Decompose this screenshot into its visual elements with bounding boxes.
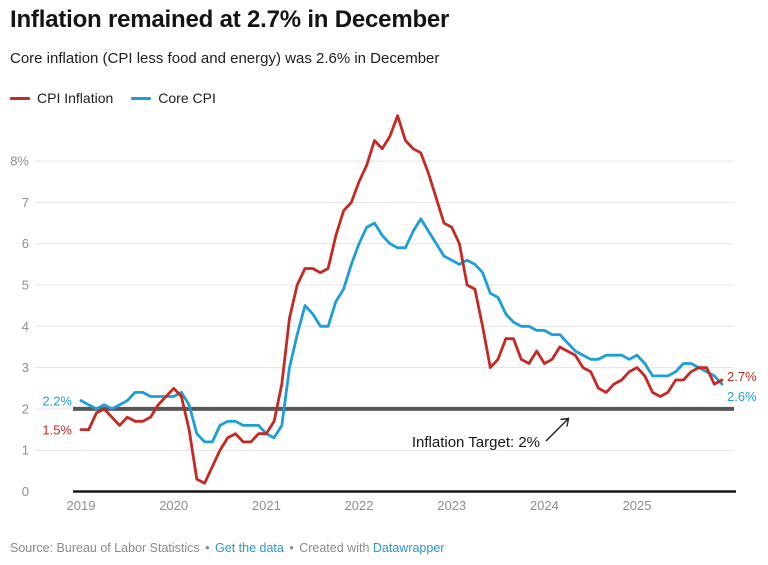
chart-title: Inflation remained at 2.7% in December bbox=[10, 6, 450, 33]
series-line-cpi bbox=[79, 114, 724, 485]
legend-label-core-cpi: Core CPI bbox=[158, 90, 216, 106]
y-tick-label: 1 bbox=[22, 443, 29, 458]
x-tick-label: 2024 bbox=[530, 498, 559, 513]
source-text: Source: Bureau of Labor Statistics bbox=[10, 541, 200, 555]
y-tick-label: 4 bbox=[22, 319, 29, 334]
datawrapper-link[interactable]: Datawrapper bbox=[372, 541, 445, 555]
x-tick-label: 2023 bbox=[437, 498, 466, 513]
cpi-line-swatch-icon bbox=[10, 96, 30, 100]
x-tick-label: 2021 bbox=[252, 498, 281, 513]
x-tick-label: 2022 bbox=[345, 498, 374, 513]
chart-subtitle: Core inflation (CPI less food and energy… bbox=[10, 50, 440, 67]
series-end-label: 2.7% bbox=[727, 369, 757, 384]
core-cpi-line-swatch-icon bbox=[131, 96, 152, 100]
inflation-target-annotation: Inflation Target: 2% bbox=[412, 434, 540, 451]
series-line-core-cpi bbox=[79, 217, 724, 444]
y-tick-label: 7 bbox=[22, 195, 29, 210]
series-end-label: 2.6% bbox=[727, 389, 757, 404]
y-tick-label: 5 bbox=[22, 278, 29, 293]
y-tick-label: 8% bbox=[10, 154, 29, 169]
legend-label-cpi: CPI Inflation bbox=[37, 90, 114, 106]
y-tick-label: 3 bbox=[22, 360, 29, 375]
footer: Source: Bureau of Labor Statistics • Get… bbox=[10, 541, 444, 555]
target-arrow bbox=[545, 418, 569, 442]
footer-separator: • bbox=[205, 541, 210, 555]
y-tick-label: 6 bbox=[22, 236, 29, 251]
target-arrowhead-icon bbox=[560, 417, 570, 427]
y-tick-label: 2 bbox=[22, 401, 29, 416]
legend: CPI Inflation Core CPI bbox=[10, 90, 216, 106]
x-tick-label: 2020 bbox=[159, 498, 188, 513]
series-start-label: 2.2% bbox=[42, 394, 72, 409]
footer-separator: • bbox=[289, 541, 294, 555]
legend-item-cpi: CPI Inflation bbox=[10, 90, 113, 106]
x-tick-label: 2019 bbox=[67, 498, 96, 513]
x-tick-label: 2025 bbox=[623, 498, 652, 513]
created-with-text: Created with bbox=[299, 541, 370, 555]
legend-item-core-cpi: Core CPI bbox=[131, 90, 216, 106]
y-tick-label: 0 bbox=[22, 484, 29, 499]
get-the-data-link[interactable]: Get the data bbox=[215, 541, 284, 555]
series-start-label: 1.5% bbox=[42, 423, 72, 438]
